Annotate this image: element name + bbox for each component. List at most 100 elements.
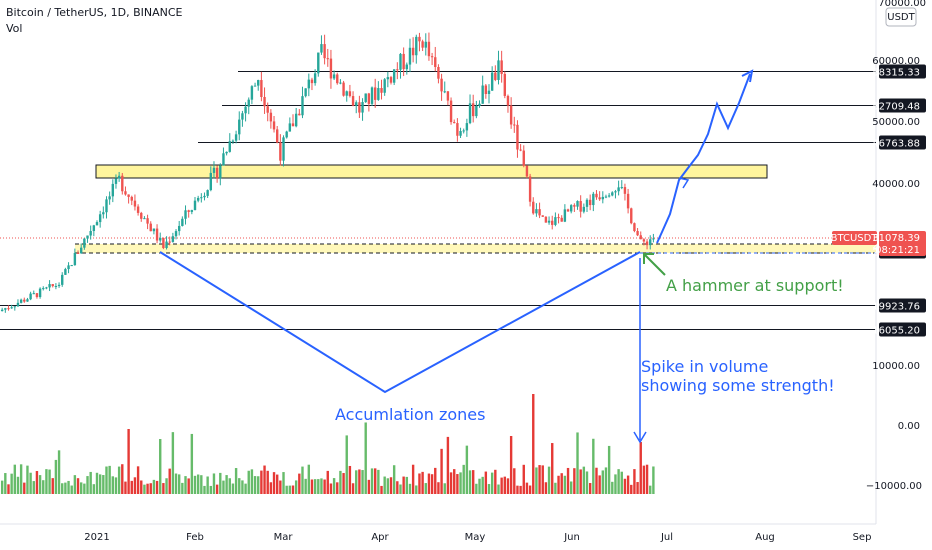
candle [415,36,418,56]
candle [418,36,421,42]
volume-bar [468,470,472,494]
candle [244,106,247,114]
time-tick: Jul [660,532,673,543]
currency-badge[interactable] [885,7,917,27]
volume-bar [430,474,434,494]
volume-note-line1: Spike in volume [641,357,768,376]
volume-bar [547,466,551,494]
time-tick: Apr [371,532,389,543]
volume-bar [446,436,450,494]
countdown-value: 08:21:21 [875,245,920,256]
candle [29,293,32,300]
volume-bar [222,480,225,494]
symbol-label: BTCUSDT [831,233,879,244]
candle [402,53,405,70]
volume-bar [7,484,10,494]
candle [108,196,111,200]
candle [152,228,156,232]
volume-bar [516,485,519,494]
volume-bar [98,474,102,494]
volume-bar [291,485,295,494]
volume-bar [42,480,45,494]
volume-bar [611,481,614,494]
volume-bar [582,466,586,494]
candle [453,122,456,124]
candle [380,88,383,93]
candle [282,137,285,161]
volume-bar [193,475,197,494]
candle [614,191,617,193]
volume-bar [181,482,184,494]
current-price-tag[interactable]: BTCUSDT 31078.39 08:21:21 [831,231,926,256]
projection-path[interactable] [656,73,751,244]
candle [102,212,105,215]
volume-bar [32,481,35,494]
candle [285,131,288,138]
candles-layer [0,32,655,313]
candle [370,87,374,104]
volume-bar [383,476,386,494]
volume-tick: 10000.00 [872,361,920,372]
time-tick: Sep [853,532,872,543]
candle [35,293,39,298]
support-zone[interactable] [75,244,876,253]
volume-bar [146,483,149,494]
time-axis[interactable]: 2021 Feb Mar Apr May Jun Jul Aug Sep [84,532,871,543]
level-tag-label: 52709.48 [872,102,920,113]
volume-bar [475,483,478,494]
volume-bar [241,480,244,494]
volume-bar [124,481,127,494]
candle [38,288,42,298]
candle [187,210,190,212]
candle [459,131,462,136]
volume-bar [503,476,507,494]
volume-bar [45,469,48,494]
volume-bar [200,475,203,494]
candle [124,191,127,195]
candle [67,265,70,270]
volume-bar [456,474,459,494]
accumulation-v-line[interactable] [159,251,641,394]
candle [121,175,124,192]
volume-bar [16,476,20,494]
candle [563,209,567,222]
candle [535,209,538,214]
currency-badge-label: USDT [887,12,915,23]
volume-bar [298,473,301,494]
candle [298,113,301,116]
candle [471,103,475,117]
volume-bar [130,480,133,494]
volume-bar [117,466,121,494]
candle [51,284,54,287]
volume-bar [282,472,285,494]
volume-bar [10,473,13,494]
volume-bar [424,483,427,494]
volume-bar [250,469,254,494]
volume-bar [23,482,26,494]
candle [525,165,529,177]
volume-bar [617,469,620,494]
volume-bar [244,483,247,494]
price-axis[interactable]: 70000.00 USDT 60000.00 50000.00 40000.00… [866,0,926,492]
candle [83,238,86,248]
candle [456,123,459,136]
time-tick: May [465,532,486,543]
volume-bar [92,484,96,494]
candle [317,52,320,74]
volume-bar [595,467,598,494]
volume-bar [415,485,418,494]
candle [440,78,443,92]
candle [484,85,488,94]
candle [345,91,348,96]
candle [266,106,269,113]
volume-bar [588,483,592,494]
volume-bar [149,483,152,494]
candle [130,196,133,201]
candle [611,192,614,196]
volume-bar [253,476,257,494]
price-tick: 60000.00 [872,56,920,67]
time-tick: Mar [274,532,294,543]
resistance-zone[interactable] [95,164,768,179]
candle [585,199,589,207]
